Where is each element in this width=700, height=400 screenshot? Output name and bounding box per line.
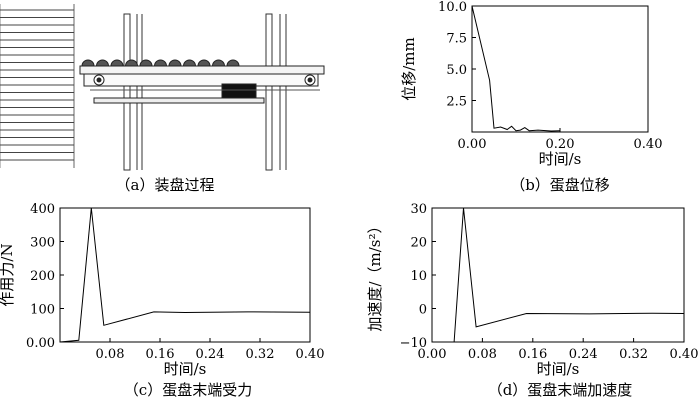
y-tick-label: −10 bbox=[400, 336, 427, 351]
y-tick-label: 5.0 bbox=[446, 63, 467, 78]
x-tick-label: 0.24 bbox=[196, 347, 225, 362]
x-axis-title: 时间/s bbox=[164, 360, 207, 378]
series-line bbox=[471, 5, 561, 132]
y-axis-title: 加速度/（m/s²） bbox=[366, 218, 384, 331]
x-tick-label: 0.40 bbox=[296, 347, 325, 362]
egg bbox=[211, 59, 226, 67]
x-tick-label: 0.32 bbox=[619, 347, 648, 362]
y-axis-title: 作用力/N bbox=[0, 243, 16, 306]
caption-a: （a）装盘过程 bbox=[116, 176, 215, 194]
series-line bbox=[59, 207, 311, 343]
x-tick-label: 0.20 bbox=[546, 137, 575, 152]
loading-illustration bbox=[0, 4, 325, 171]
y-tick-label: 10 bbox=[410, 269, 427, 284]
tray-stack bbox=[0, 4, 75, 168]
egg bbox=[226, 59, 240, 67]
x-tick-label: 0.16 bbox=[518, 347, 547, 362]
y-axis-title: 位移/mm bbox=[400, 37, 418, 101]
x-tick-label: 0.08 bbox=[96, 347, 125, 362]
x-axis-title: 时间/s bbox=[539, 150, 582, 168]
egg bbox=[182, 59, 197, 67]
caption-c: （c）蛋盘末端受力 bbox=[124, 381, 252, 399]
y-tick-label: 0.00 bbox=[26, 336, 55, 351]
caption-d: （d）蛋盘末端加速度 bbox=[488, 381, 633, 399]
y-tick-label: 200 bbox=[30, 269, 55, 284]
series-line bbox=[432, 207, 685, 343]
plot-frame bbox=[431, 207, 685, 343]
frame-rails bbox=[123, 13, 287, 171]
egg bbox=[153, 59, 168, 67]
y-tick-label: 2.5 bbox=[446, 95, 467, 110]
y-tick-label: 10.0 bbox=[438, 0, 467, 15]
egg bbox=[168, 59, 182, 67]
egg-row bbox=[81, 59, 240, 67]
y-tick-label: 400 bbox=[30, 202, 55, 217]
egg bbox=[95, 59, 110, 67]
x-tick-label: 0.32 bbox=[246, 347, 275, 362]
x-tick-label: 0.00 bbox=[458, 137, 487, 152]
y-tick-label: 300 bbox=[30, 236, 55, 251]
chart-displacement: 0.00 0.20 0.40 2.5 5.0 7.5 10.0 时间/s 位移/mm bbox=[400, 0, 662, 168]
x-tick-label: 0.16 bbox=[146, 347, 175, 362]
x-tick-label: 0.08 bbox=[468, 347, 497, 362]
chart-acceleration: 0.00 0.08 0.16 0.24 0.32 0.40 −10 0 10 20 30 时间/s 加速… bbox=[366, 202, 698, 378]
x-tick-label: 0.40 bbox=[670, 347, 699, 362]
conveyor bbox=[79, 65, 325, 104]
plot-frame bbox=[471, 5, 649, 133]
y-tick-label: 7.5 bbox=[446, 32, 467, 47]
x-tick-label: 0.00 bbox=[418, 347, 447, 362]
x-tick-label: 0.40 bbox=[634, 137, 663, 152]
x-tick-label: 0.24 bbox=[569, 347, 598, 362]
x-axis-title: 时间/s bbox=[537, 360, 580, 378]
caption-b: （b）蛋盘位移 bbox=[510, 176, 610, 194]
egg bbox=[124, 59, 139, 67]
chart-force: 0.08 0.16 0.24 0.32 0.40 0.00 100 200 300 400 时间/s… bbox=[0, 202, 324, 378]
y-tick-label: 0 bbox=[419, 303, 427, 318]
plot-frame bbox=[59, 207, 311, 343]
egg bbox=[197, 59, 211, 67]
egg bbox=[81, 59, 95, 67]
y-tick-label: 30 bbox=[410, 202, 427, 217]
y-tick-label: 100 bbox=[30, 303, 55, 318]
y-tick-label: 20 bbox=[410, 236, 427, 251]
egg bbox=[110, 59, 124, 67]
